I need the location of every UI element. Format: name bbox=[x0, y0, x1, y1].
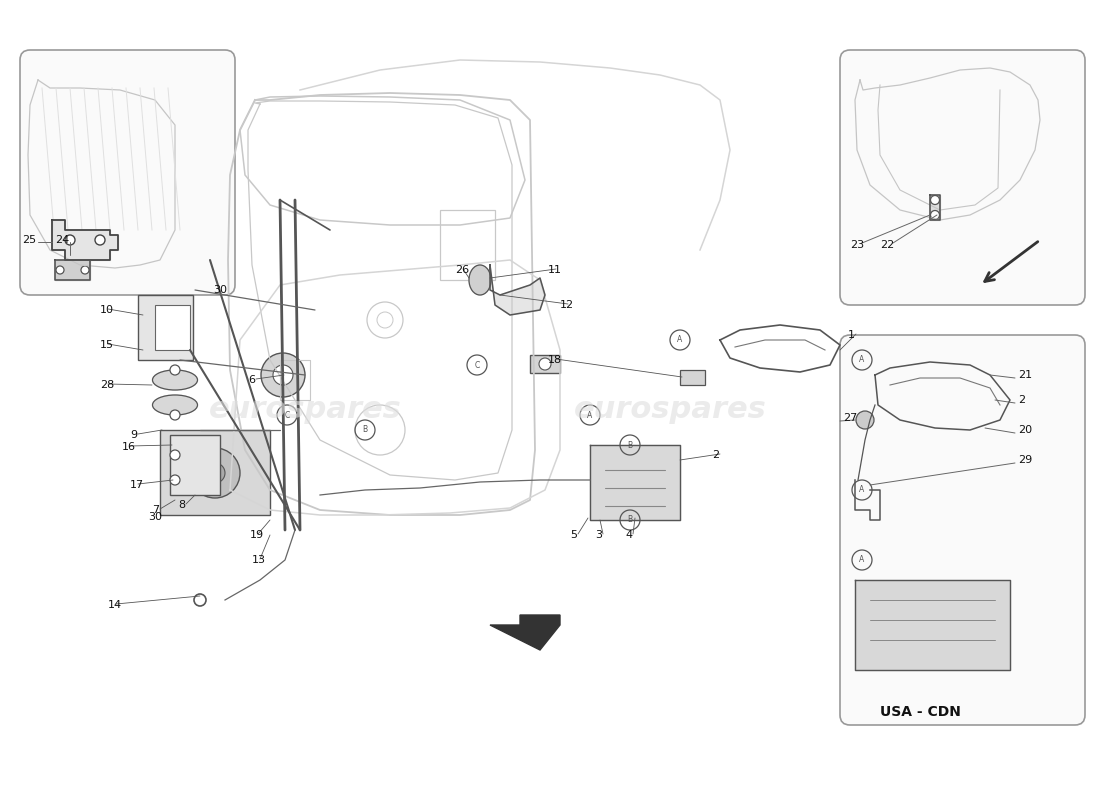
Polygon shape bbox=[855, 580, 1010, 670]
Ellipse shape bbox=[153, 395, 198, 415]
Polygon shape bbox=[490, 615, 560, 650]
Text: 29: 29 bbox=[1018, 455, 1032, 465]
Text: 7: 7 bbox=[152, 505, 160, 515]
Bar bbox=[170, 435, 220, 495]
Circle shape bbox=[170, 365, 180, 375]
Text: 6: 6 bbox=[248, 375, 255, 385]
Text: C: C bbox=[285, 410, 289, 419]
Text: 26: 26 bbox=[455, 265, 469, 275]
Text: 30: 30 bbox=[213, 285, 227, 295]
Polygon shape bbox=[55, 260, 90, 280]
Text: 15: 15 bbox=[100, 340, 114, 350]
Text: 1: 1 bbox=[848, 330, 855, 340]
Text: 4: 4 bbox=[625, 530, 632, 540]
Text: B: B bbox=[627, 441, 632, 450]
Text: A: A bbox=[859, 555, 865, 565]
Text: 19: 19 bbox=[250, 530, 264, 540]
Text: 9: 9 bbox=[130, 430, 138, 440]
Text: 13: 13 bbox=[252, 555, 266, 565]
Ellipse shape bbox=[153, 370, 198, 390]
Text: C: C bbox=[474, 361, 480, 370]
Text: A: A bbox=[678, 335, 683, 345]
FancyBboxPatch shape bbox=[20, 50, 235, 295]
Text: 12: 12 bbox=[560, 300, 574, 310]
Polygon shape bbox=[930, 195, 940, 220]
Circle shape bbox=[205, 463, 225, 483]
Text: 10: 10 bbox=[100, 305, 114, 315]
Text: 30: 30 bbox=[148, 512, 162, 522]
Bar bbox=[138, 295, 192, 360]
Text: B: B bbox=[627, 515, 632, 525]
Circle shape bbox=[170, 450, 180, 460]
Text: 20: 20 bbox=[1018, 425, 1032, 435]
FancyBboxPatch shape bbox=[840, 335, 1085, 725]
Text: B: B bbox=[362, 426, 367, 434]
Circle shape bbox=[931, 195, 939, 205]
Circle shape bbox=[170, 410, 180, 420]
Text: A: A bbox=[859, 355, 865, 365]
Circle shape bbox=[95, 235, 104, 245]
Text: 2: 2 bbox=[712, 450, 719, 460]
Text: 17: 17 bbox=[130, 480, 144, 490]
Text: 27: 27 bbox=[843, 413, 857, 423]
Circle shape bbox=[81, 266, 89, 274]
Text: 22: 22 bbox=[880, 240, 894, 250]
Text: 16: 16 bbox=[122, 442, 136, 452]
Bar bbox=[530, 355, 560, 373]
Text: 18: 18 bbox=[548, 355, 562, 365]
Text: A: A bbox=[859, 486, 865, 494]
Text: A: A bbox=[587, 410, 593, 419]
Circle shape bbox=[931, 210, 939, 219]
Circle shape bbox=[170, 475, 180, 485]
Text: 5: 5 bbox=[570, 530, 578, 540]
Bar bbox=[155, 305, 190, 350]
Circle shape bbox=[190, 448, 240, 498]
Text: 25: 25 bbox=[22, 235, 36, 245]
Text: USA - CDN: USA - CDN bbox=[880, 705, 960, 719]
Circle shape bbox=[56, 266, 64, 274]
Bar bbox=[680, 370, 705, 385]
Text: 28: 28 bbox=[100, 380, 114, 390]
Circle shape bbox=[539, 358, 551, 370]
Text: eurospares: eurospares bbox=[573, 395, 767, 425]
Text: eurospares: eurospares bbox=[209, 395, 402, 425]
Bar bbox=[440, 210, 495, 280]
Polygon shape bbox=[52, 220, 118, 260]
Text: 24: 24 bbox=[55, 235, 69, 245]
Ellipse shape bbox=[469, 265, 491, 295]
Text: 11: 11 bbox=[548, 265, 562, 275]
Circle shape bbox=[261, 353, 305, 397]
Text: 8: 8 bbox=[178, 500, 185, 510]
Circle shape bbox=[65, 235, 75, 245]
Circle shape bbox=[273, 365, 293, 385]
Circle shape bbox=[856, 411, 875, 429]
Bar bbox=[160, 430, 270, 515]
Text: 23: 23 bbox=[850, 240, 865, 250]
Polygon shape bbox=[590, 445, 680, 520]
Polygon shape bbox=[490, 265, 544, 315]
Text: 21: 21 bbox=[1018, 370, 1032, 380]
Text: 3: 3 bbox=[595, 530, 602, 540]
Circle shape bbox=[194, 594, 206, 606]
Text: 14: 14 bbox=[108, 600, 122, 610]
FancyBboxPatch shape bbox=[840, 50, 1085, 305]
Text: 2: 2 bbox=[1018, 395, 1025, 405]
